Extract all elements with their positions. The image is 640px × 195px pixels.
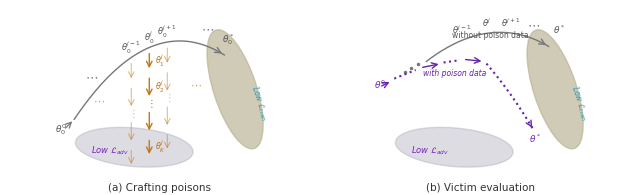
Text: $\vdots$: $\vdots$ <box>164 91 171 104</box>
Text: (a) Crafting poisons: (a) Crafting poisons <box>109 183 211 193</box>
Text: Low $\mathcal{L}_{train}$: Low $\mathcal{L}_{train}$ <box>568 84 591 123</box>
Text: with poison data: with poison data <box>422 69 486 78</box>
Ellipse shape <box>207 30 263 149</box>
Ellipse shape <box>527 30 583 149</box>
Text: $\cdots$: $\cdots$ <box>190 80 202 90</box>
Text: $\cdots$: $\cdots$ <box>201 23 214 36</box>
Text: Low $\mathcal{L}_{adv}$: Low $\mathcal{L}_{adv}$ <box>412 145 449 157</box>
Ellipse shape <box>396 127 513 167</box>
Text: $\theta_K^j$: $\theta_K^j$ <box>155 139 166 155</box>
Text: (b) Victim evaluation: (b) Victim evaluation <box>426 183 534 193</box>
Text: $\theta_0^{j+1}$: $\theta_0^{j+1}$ <box>157 24 177 40</box>
Text: $\theta^*$: $\theta^*$ <box>553 23 565 35</box>
Text: $\theta^{j-1}$: $\theta^{j-1}$ <box>452 24 472 36</box>
Text: $\theta_1^j$: $\theta_1^j$ <box>155 53 164 69</box>
Text: $\cdots$: $\cdots$ <box>527 19 540 31</box>
Text: $\theta_0^{j-1}$: $\theta_0^{j-1}$ <box>122 39 141 56</box>
Text: $\theta_0^0$: $\theta_0^0$ <box>55 122 67 137</box>
Text: $\theta^*$: $\theta^*$ <box>529 133 541 145</box>
Text: $\theta_2^j$: $\theta_2^j$ <box>155 79 164 95</box>
Text: $\vdots$: $\vdots$ <box>145 97 153 110</box>
Text: $\vdots$: $\vdots$ <box>127 107 135 120</box>
Ellipse shape <box>76 127 193 167</box>
Text: $\cdots$: $\cdots$ <box>85 70 98 83</box>
Text: $\theta^{j}$: $\theta^{j}$ <box>482 17 492 29</box>
Text: $\theta_0^{j}$: $\theta_0^{j}$ <box>144 29 154 46</box>
Text: $\theta^{j+1}$: $\theta^{j+1}$ <box>501 16 521 29</box>
Text: $\cdots$: $\cdots$ <box>93 95 104 105</box>
Text: $\theta_0^*$: $\theta_0^*$ <box>222 32 235 47</box>
Text: $\theta^0$: $\theta^0$ <box>374 79 386 91</box>
Text: without poison data: without poison data <box>452 31 529 40</box>
Text: Low $\mathcal{L}_{adv}$: Low $\mathcal{L}_{adv}$ <box>92 145 129 157</box>
Text: Low $\mathcal{L}_{train}$: Low $\mathcal{L}_{train}$ <box>248 84 271 123</box>
